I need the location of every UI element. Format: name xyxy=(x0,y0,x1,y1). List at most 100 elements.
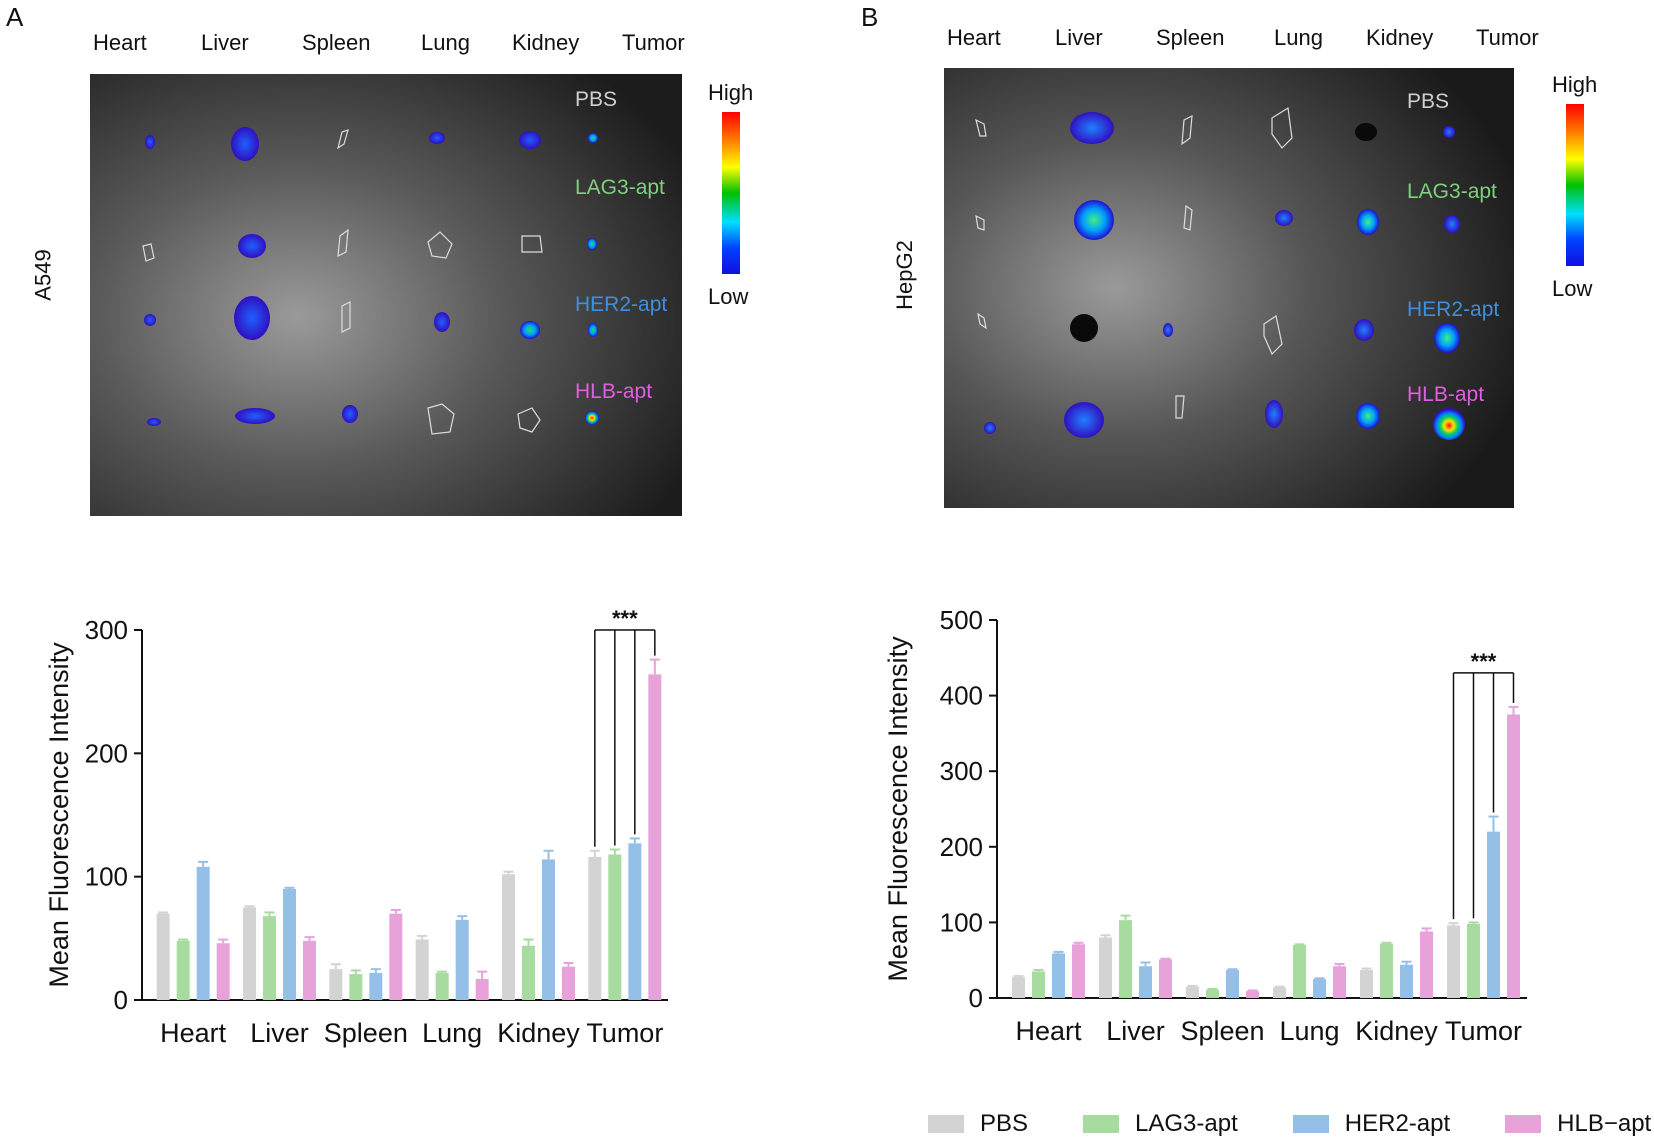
cell-line-label-b: HepG2 xyxy=(891,240,917,310)
chart-b-bar-kidney-lag3-apt xyxy=(1380,943,1393,998)
group-label-lag3-a: LAG3-apt xyxy=(575,176,665,199)
chart-a-bar-kidney-hlb-apt xyxy=(562,966,575,1000)
chart-a-bar-tumor-her2-apt xyxy=(628,843,642,1000)
chart-a-bar-lung-hlb-apt xyxy=(475,979,489,1000)
organ-header-lung-b: Lung xyxy=(1274,25,1323,50)
chart-a-y-axis-label: Mean Fluorescence Intensity xyxy=(44,642,74,988)
chart-a-y-tick-label: 200 xyxy=(85,738,128,768)
chart-b-bar-heart-her2-apt xyxy=(1052,953,1065,998)
organ-header-spleen-a: Spleen xyxy=(302,30,371,55)
chart-a-bar-lung-her2-apt xyxy=(455,919,469,1000)
legend-label-hlb: HLB−apt xyxy=(1557,1110,1652,1137)
chart-b-x-tick-label-lung: Lung xyxy=(1279,1016,1339,1046)
organ-header-liver-b: Liver xyxy=(1055,25,1103,50)
chart-a-x-tick-label-lung: Lung xyxy=(422,1018,482,1048)
legend-swatch-her2 xyxy=(1292,1115,1329,1133)
group-label-pbs-a: PBS xyxy=(575,88,618,111)
legend-label-lag3: LAG3-apt xyxy=(1135,1110,1238,1137)
legend-item-lag3: LAG3-apt xyxy=(1083,1110,1238,1138)
organ-header-heart-a: Heart xyxy=(93,30,147,55)
panel-b-letter: B xyxy=(861,2,879,32)
chart-b-x-tick-label-kidney: Kidney xyxy=(1355,1016,1438,1046)
fluorescence-image-b xyxy=(944,68,1514,508)
chart-b-bar-spleen-pbs xyxy=(1186,986,1199,998)
chart-b-x-tick-label-liver: Liver xyxy=(1106,1016,1165,1046)
chart-b-bar-spleen-her2-apt xyxy=(1226,970,1239,998)
color-scale-bar-a xyxy=(722,112,740,274)
fluorescence-image-a-svg xyxy=(90,74,682,516)
chart-b-bar-kidney-her2-apt xyxy=(1400,964,1413,998)
chart-b-y-tick-label: 200 xyxy=(940,832,983,862)
chart-a-y-tick-label: 0 xyxy=(114,985,128,1015)
organ-header-heart-b: Heart xyxy=(947,25,1001,50)
chart-a-sig-stars: *** xyxy=(612,606,638,631)
chart-b-y-tick-label: 100 xyxy=(940,907,983,937)
chart-b-bar-spleen-hlb-apt xyxy=(1246,991,1259,998)
bar-chart-b: 0 100 200 300 400 500 Mean Fluorescence Intens… xyxy=(883,605,1527,1046)
chart-a-x-tick-label-tumor: Tumor xyxy=(586,1018,663,1048)
legend-label-pbs: PBS xyxy=(980,1110,1029,1137)
chart-a-bar-heart-pbs xyxy=(156,913,170,1000)
chart-b-x-tick-label-heart: Heart xyxy=(1015,1016,1082,1046)
chart-a-bar-kidney-her2-apt xyxy=(542,859,555,1000)
legend-swatch-pbs xyxy=(928,1115,964,1133)
chart-a-bar-heart-her2-apt xyxy=(196,866,210,1000)
chart-b-y-tick-label: 500 xyxy=(940,605,983,635)
fluorescence-image-b-svg xyxy=(944,68,1514,508)
bar-chart-a: 0 100 200 300 Mean Fluorescence Intensity Hea… xyxy=(44,606,668,1048)
organ-header-kidney-b: Kidney xyxy=(1366,25,1434,50)
organ-header-tumor-a: Tumor xyxy=(622,30,685,55)
group-label-hlb-b: HLB-apt xyxy=(1407,383,1485,406)
panel-a-letter: A xyxy=(6,2,24,32)
group-label-her2-a: HER2-apt xyxy=(575,293,668,316)
chart-b-bar-tumor-hlb-apt xyxy=(1507,714,1520,998)
chart-a-bar-liver-her2-apt xyxy=(283,889,296,1000)
scale-low-label-a: Low xyxy=(708,284,749,309)
chart-b-bar-lung-hlb-apt xyxy=(1333,966,1346,998)
chart-b-bar-liver-lag3-apt xyxy=(1119,920,1132,998)
legend-label-her2: HER2-apt xyxy=(1344,1110,1451,1137)
chart-a-bar-liver-hlb-apt xyxy=(303,940,316,1000)
organ-header-liver-a: Liver xyxy=(201,30,249,55)
scale-high-label-a: High xyxy=(708,80,754,105)
chart-b-bar-spleen-lag3-apt xyxy=(1206,989,1219,998)
chart-b-sig-stars: *** xyxy=(1471,649,1497,674)
chart-b-bar-heart-lag3-apt xyxy=(1032,971,1045,998)
chart-a-bar-heart-lag3-apt xyxy=(176,940,190,1000)
scale-high-label-b: High xyxy=(1552,72,1598,97)
cell-line-label-a: A549 xyxy=(30,249,56,301)
chart-b-bar-heart-hlb-apt xyxy=(1072,944,1085,998)
chart-a-bar-tumor-pbs xyxy=(588,856,602,1000)
scale-low-label-b: Low xyxy=(1552,276,1593,301)
organ-header-spleen-b: Spleen xyxy=(1156,25,1225,50)
chart-a-y-tick-label: 100 xyxy=(85,862,128,892)
chart-b-y-tick-label: 0 xyxy=(969,983,983,1013)
group-label-her2-b: HER2-apt xyxy=(1407,298,1500,321)
fluorescence-image-a xyxy=(90,74,682,516)
chart-a-bar-spleen-her2-apt xyxy=(369,972,383,1000)
chart-b-bar-lung-lag3-apt xyxy=(1293,945,1306,998)
chart-b-bar-lung-pbs xyxy=(1273,987,1286,998)
legend-item-hlb: HLB−apt xyxy=(1505,1110,1651,1138)
chart-a-x-tick-label-heart: Heart xyxy=(160,1018,227,1048)
chart-b-bar-lung-her2-apt xyxy=(1313,979,1326,998)
chart-a-bar-heart-hlb-apt xyxy=(216,943,230,1000)
group-label-lag3-b: LAG3-apt xyxy=(1407,180,1497,203)
chart-legend: PBS LAG3-apt HER2-apt HLB−apt xyxy=(928,1110,1651,1138)
chart-a-x-tick-label-kidney: Kidney xyxy=(497,1018,580,1048)
chart-b-y-axis-label: Mean Fluorescence Intensity xyxy=(883,636,913,982)
chart-a-bar-liver-lag3-apt xyxy=(263,916,276,1000)
chart-a-bar-spleen-hlb-apt xyxy=(389,913,403,1000)
chart-b-bar-liver-her2-apt xyxy=(1139,966,1152,998)
chart-a-x-tick-label-liver: Liver xyxy=(250,1018,309,1048)
chart-b-y-tick-label: 300 xyxy=(940,756,983,786)
legend-item-her2: HER2-apt xyxy=(1292,1110,1451,1138)
chart-a-bar-spleen-lag3-apt xyxy=(349,974,363,1000)
chart-b-bar-liver-hlb-apt xyxy=(1159,959,1172,998)
chart-b-x-tick-label-spleen: Spleen xyxy=(1180,1016,1264,1046)
group-label-hlb-a: HLB-apt xyxy=(575,380,653,403)
chart-b-bar-tumor-pbs xyxy=(1447,925,1460,998)
chart-a-bar-lung-pbs xyxy=(415,939,429,1000)
chart-a-bar-tumor-lag3-apt xyxy=(608,854,622,1000)
legend-item-pbs: PBS xyxy=(928,1110,1028,1138)
